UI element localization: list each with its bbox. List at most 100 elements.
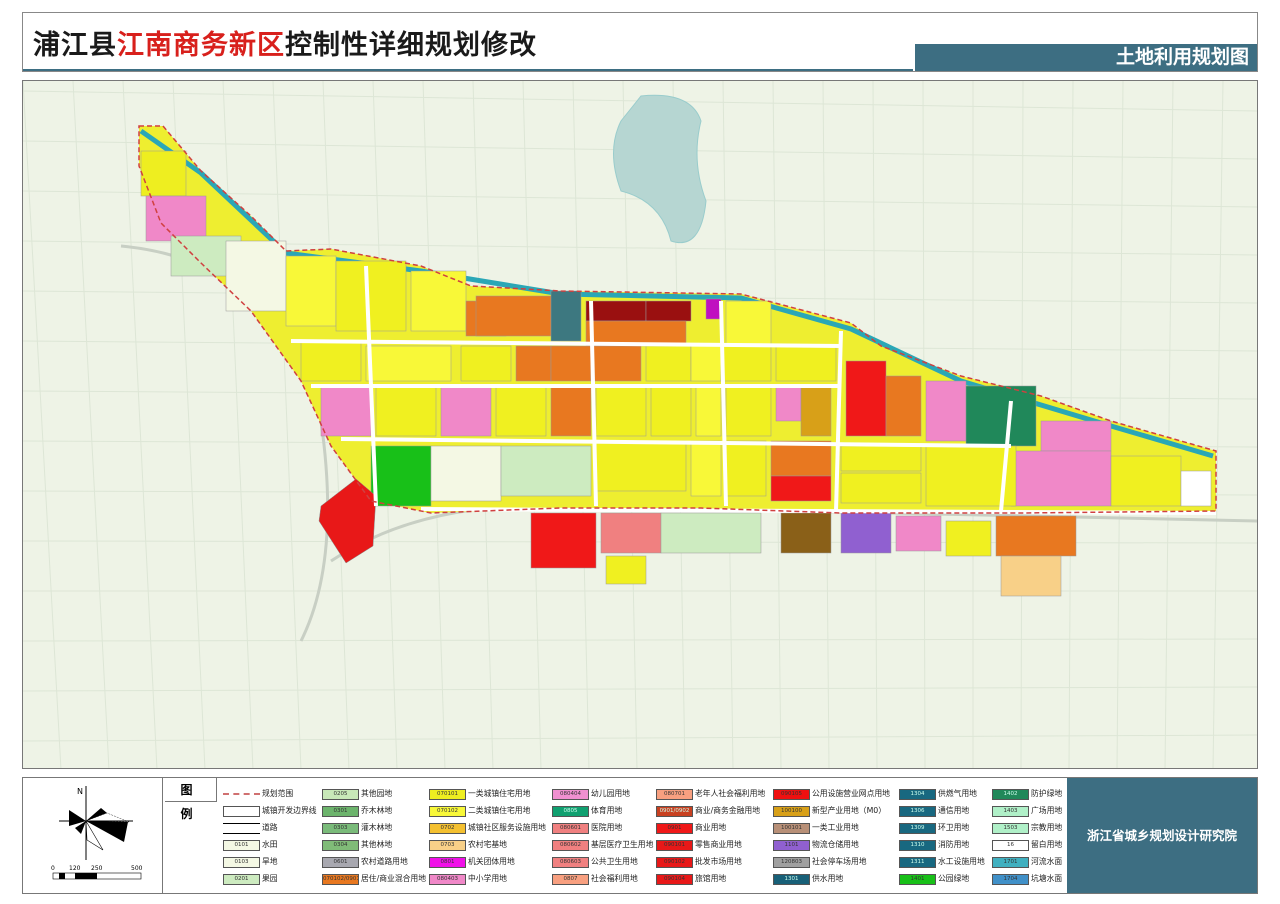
land-use-parcel [775,345,837,382]
legend-item: 1311 水工设施用地 [899,856,985,868]
land-use-parcel [375,385,437,437]
legend-label: 通信用地 [938,806,970,815]
legend-swatch: 100100 [773,805,810,817]
legend-item: 城镇开发边界线 [223,805,317,817]
legend-item: 1310 消防用地 [899,839,969,851]
legend-label: 基层医疗卫生用地 [591,840,654,849]
legend-label: 社会福利用地 [591,874,638,883]
legend-swatch: 090105 [773,788,810,800]
legend-swatch: 1403 [992,805,1029,817]
land-use-parcel [440,385,492,437]
legend-label: 留白用地 [1031,840,1063,849]
legend-swatch: 1306 [899,805,936,817]
legend-label: 新型产业用地（M0） [812,806,887,815]
legend-swatch [223,805,260,817]
land-use-parcel [550,345,592,382]
title-county: 浦江县 [33,30,117,61]
legend-item: 0205 其他园地 [322,788,392,800]
land-use-parcel [605,555,647,585]
legend-label: 灌木林地 [361,823,393,832]
land-use-parcel [645,300,692,322]
land-use-parcel [300,340,362,382]
legend-item: 0901/0902 商业/商务金融用地 [656,805,760,817]
legend-swatch: 0801 [429,856,466,868]
legend-swatch: 1311 [899,856,936,868]
land-use-parcel [595,385,647,437]
legend-label: 零售商业用地 [695,840,742,849]
land-use-parcel [430,445,502,502]
legend-swatch: 080701 [656,788,693,800]
legend-item: 070102/0901 居住/商业混合用地 [322,873,426,885]
legend-swatch: 0101 [223,839,260,851]
legend-swatch: 1401 [899,873,936,885]
road [999,400,1013,512]
land-use-parcel [660,512,762,554]
land-use-parcel [590,345,642,382]
legend-swatch: 0805 [552,805,589,817]
scale-label: 0 [51,865,55,872]
land-use-parcel [585,300,647,322]
legend-label: 二类城镇住宅用地 [468,806,531,815]
legend-item: 080601 医院用地 [552,822,622,834]
legend-label: 物流仓储用地 [812,840,859,849]
legend-item: 0304 其他林地 [322,839,392,851]
legend-label: 旅馆用地 [695,874,727,883]
legend-label: 机关团体用地 [468,857,515,866]
planning-boundary [138,125,1217,514]
background-street [1212,81,1224,768]
legend-label: 乔木林地 [361,806,393,815]
land-use-parcel [335,260,407,332]
legend-label: 医院用地 [591,823,623,832]
legend-item: 0103 旱地 [223,856,278,868]
land-use-parcel [225,240,287,312]
legend-item: 1306 通信用地 [899,805,969,817]
legend-item: 0101 水田 [223,839,278,851]
legend-item: 0303 灌木林地 [322,822,392,834]
background-street [72,81,110,768]
legend-item: 道路 [223,822,278,834]
legend-swatch: 1704 [992,873,1029,885]
legend-swatch: 070102 [429,805,466,817]
road [290,339,842,348]
legend-item: 0901 商业用地 [656,822,726,834]
legend-swatch: 080603 [552,856,589,868]
land-use-map[interactable] [22,80,1258,769]
legend-label: 防护绿地 [1031,789,1063,798]
legend-item: 0201 果园 [223,873,278,885]
legend-label: 城镇开发边界线 [262,806,317,815]
land-use-parcel [800,385,832,437]
legend-item: 1401 公园绿地 [899,873,969,885]
land-use-parcel [550,290,582,342]
title-bar: 浦江县江南商务新区控制性详细规划修改 土地利用规划图 [22,12,1258,72]
legend-item: 100101 一类工业用地 [773,822,859,834]
legend-swatch: 090104 [656,873,693,885]
page-title: 浦江县江南商务新区控制性详细规划修改 [33,23,537,62]
background-street [222,81,254,768]
land-use-parcel [460,345,512,382]
legend-label: 果园 [262,874,278,883]
legend-swatch: 0304 [322,839,359,851]
map-canvas[interactable] [23,81,1258,769]
legend-label: 中小学用地 [468,874,507,883]
legend-swatch: 0301 [322,805,359,817]
legend-label: 城镇社区服务设施用地 [468,823,546,832]
legend-swatch: 0103 [223,856,260,868]
land-use-parcel [318,478,377,564]
land-use-parcel [690,345,722,382]
legend-item: 080403 中小学用地 [429,873,507,885]
land-use-parcel [770,475,832,502]
scale-label: 250 [91,865,103,872]
land-use-parcel [885,375,922,437]
legend-label: 坑塘水面 [1031,874,1063,883]
legend-label: 规划范围 [262,789,294,798]
background-street [23,638,1257,642]
land-use-parcel [725,300,772,347]
scale-label: 500 [131,865,143,872]
legend-swatch: 080403 [429,873,466,885]
legend-item: 090104 旅馆用地 [656,873,726,885]
land-use-parcel [840,445,922,472]
land-use-parcel [595,440,687,492]
road [589,300,598,507]
legend-label: 宗教用地 [1031,823,1063,832]
land-use-parcel [140,150,187,197]
